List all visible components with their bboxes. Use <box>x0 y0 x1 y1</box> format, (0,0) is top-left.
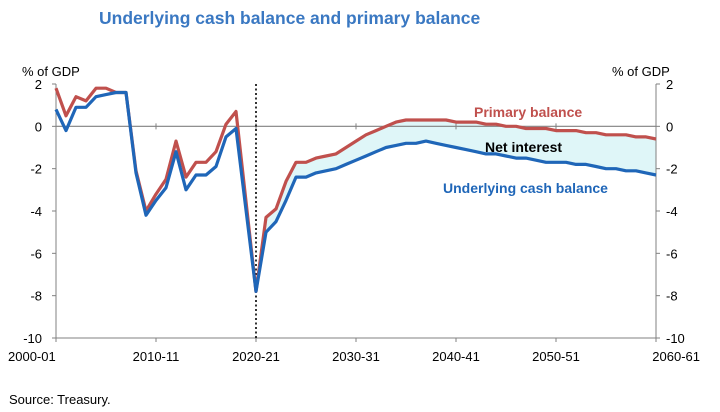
y-tick-label-right: -2 <box>666 162 678 177</box>
y-tick-label-left: 2 <box>35 77 42 92</box>
underlying-cash-balance-label: Underlying cash balance <box>443 180 608 196</box>
y-tick-label-left: -2 <box>30 162 42 177</box>
y-tick-label-left: -8 <box>30 289 42 304</box>
x-tick-label: 2060-61 <box>652 349 700 364</box>
series-lines <box>54 86 657 293</box>
x-tick-label: 2040-41 <box>432 349 480 364</box>
y-axis-left-unit: % of GDP <box>22 64 80 79</box>
x-tick-label: 2050-51 <box>532 349 580 364</box>
net-interest-label: Net interest <box>485 139 562 155</box>
y-tick-label-right: -8 <box>666 289 678 304</box>
y-tick-label-right: -6 <box>666 246 678 261</box>
net-interest-area <box>266 120 656 233</box>
underlying-cash-balance-line <box>54 90 657 293</box>
x-tick-label: 2010-11 <box>133 349 180 364</box>
x-tick-label: 2020-21 <box>232 349 280 364</box>
y-tick-label-left: 0 <box>35 119 42 134</box>
y-tick-label-left: -6 <box>30 246 42 261</box>
source-note: Source: Treasury. <box>9 392 111 407</box>
x-tick-label: 2030-31 <box>332 349 380 364</box>
x-tick-label: 2000-01 <box>8 349 56 364</box>
y-axis-right-unit: % of GDP <box>612 64 670 79</box>
net-interest-shading <box>266 120 656 233</box>
chart-title: Underlying cash balance and primary bala… <box>99 8 481 28</box>
y-tick-label-right: 2 <box>666 77 673 92</box>
y-tick-label-right: -4 <box>666 204 678 219</box>
y-tick-label-right: 0 <box>666 119 673 134</box>
primary-balance-line <box>54 86 657 293</box>
axes <box>52 83 660 342</box>
primary-balance-label: Primary balance <box>474 104 582 120</box>
y-tick-label-left: -10 <box>23 331 42 346</box>
tick-labels: 2 2 0 0 -2 -2 -4 -4 -6 -6 -8 -8 -10 -10 2000-01 2010-11… <box>8 77 700 364</box>
y-tick-label-left: -4 <box>30 204 42 219</box>
y-tick-label-right: -10 <box>666 331 685 346</box>
